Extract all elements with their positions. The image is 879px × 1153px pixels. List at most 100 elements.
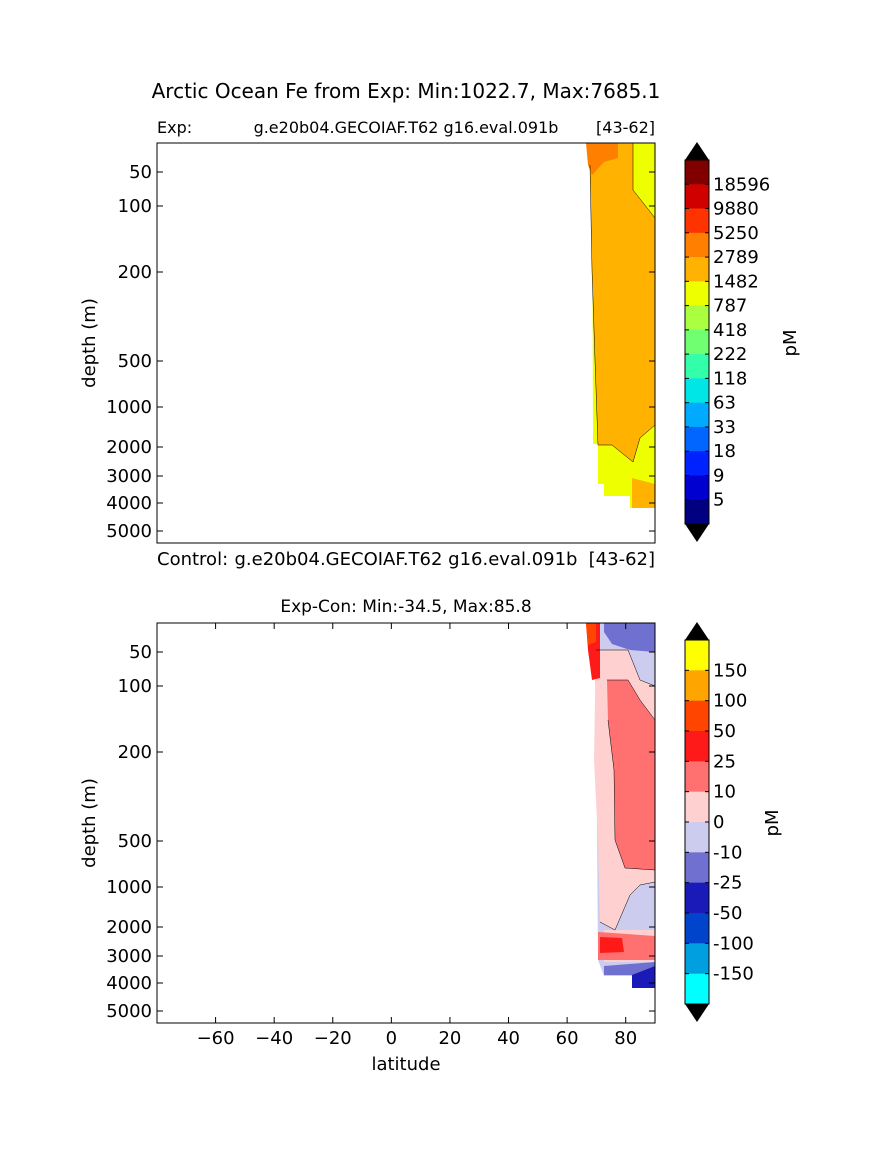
colorbar-tick-label: -100 bbox=[713, 933, 754, 954]
colorbar-swatch bbox=[685, 378, 709, 404]
colorbar-tick-label: 9880 bbox=[713, 199, 759, 220]
y-tick-label: 500 bbox=[118, 831, 152, 852]
colorbar-tick-label: 63 bbox=[713, 393, 736, 414]
colorbar-swatch bbox=[685, 499, 709, 525]
bottom-plot-frame bbox=[156, 622, 656, 1024]
colorbar-swatch bbox=[685, 822, 709, 853]
colorbar-frame bbox=[684, 159, 710, 525]
x-tick-label: −40 bbox=[255, 1028, 293, 1049]
colorbar-swatch bbox=[685, 761, 709, 793]
top-title-center: g.e20b04.GECOIAF.T62 g16.eval.091b bbox=[254, 118, 559, 137]
top-field-orange-deep bbox=[632, 478, 655, 508]
colorbar-tick-label: 222 bbox=[713, 344, 747, 365]
y-tick-label: 2000 bbox=[106, 917, 152, 938]
top-plot-frame bbox=[156, 142, 656, 544]
colorbar-extend-top bbox=[685, 142, 709, 160]
y-tick-label: 2000 bbox=[106, 437, 152, 458]
y-tick-label: 1000 bbox=[106, 877, 152, 898]
colorbar-tick-label: -10 bbox=[713, 842, 742, 863]
y-tick-label: 200 bbox=[118, 742, 152, 763]
colorbar-tick-label: -50 bbox=[713, 903, 742, 924]
bottom-panel: Exp-Con: Min:-34.5, Max:85.8 50100200500… bbox=[79, 597, 783, 1075]
colorbar-swatch bbox=[685, 305, 709, 331]
colorbar-extend-bottom bbox=[685, 1004, 709, 1022]
y-tick-label: 500 bbox=[118, 351, 152, 372]
x-tick-label: 40 bbox=[497, 1028, 520, 1049]
bottom-x-axis: −60 −40 −20 0 20 40 60 80 bbox=[197, 623, 637, 1049]
bottom-title: Exp-Con: Min:-34.5, Max:85.8 bbox=[280, 597, 531, 617]
bottom-plot-field bbox=[586, 623, 656, 988]
y-tick-label: 5000 bbox=[106, 1001, 152, 1022]
colorbar-swatch bbox=[685, 184, 709, 210]
colorbar-tick-label: 118 bbox=[713, 368, 747, 389]
top-title-left: Exp: bbox=[157, 118, 192, 137]
y-tick-label: 100 bbox=[118, 196, 152, 217]
top-plot-field bbox=[586, 143, 656, 508]
colorbar-tick-label: 33 bbox=[713, 417, 736, 438]
colorbar-tick-label: 5 bbox=[713, 490, 724, 511]
bottom-y-axis: 50 100 200 500 1000 2000 3000 4000 5000 bbox=[106, 642, 655, 1022]
colorbar-tick-label: -150 bbox=[713, 964, 754, 985]
colorbar-tick-label: 18 bbox=[713, 441, 736, 462]
top-title-right: [43-62] bbox=[596, 118, 655, 137]
colorbar-swatch bbox=[685, 354, 709, 379]
bottom-field-salmon bbox=[607, 680, 655, 870]
colorbar-swatch bbox=[685, 281, 709, 307]
bottom-field-orange-top bbox=[586, 623, 596, 645]
top-panel: Exp: g.e20b04.GECOIAF.T62 g16.eval.091b … bbox=[79, 118, 801, 570]
y-tick-label: 3000 bbox=[106, 466, 152, 487]
colorbar-swatch bbox=[685, 329, 709, 355]
colorbar-swatch bbox=[685, 257, 709, 282]
colorbar-tick-label: 18596 bbox=[713, 174, 770, 195]
x-tick-label: −60 bbox=[197, 1028, 235, 1049]
colorbar-swatch bbox=[685, 232, 709, 258]
bottom-ylabel: depth (m) bbox=[79, 778, 100, 868]
x-tick-label: 80 bbox=[614, 1028, 637, 1049]
x-tick-label: −20 bbox=[314, 1028, 352, 1049]
colorbar-tick-label: 1482 bbox=[713, 271, 759, 292]
top-bottom-left: Control: bbox=[157, 549, 228, 570]
top-field-dark-orange bbox=[586, 143, 618, 175]
colorbar-tick-label: 0 bbox=[713, 812, 724, 833]
top-bottom-center: g.e20b04.GECOIAF.T62 g16.eval.091b bbox=[235, 549, 578, 570]
colorbar-swatch bbox=[685, 402, 709, 428]
colorbar-tick-label: 100 bbox=[713, 691, 747, 712]
colorbar-tick-label: 418 bbox=[713, 320, 747, 341]
y-tick-label: 50 bbox=[129, 162, 152, 183]
x-tick-label: 60 bbox=[556, 1028, 579, 1049]
top-y-axis: 50 100 200 500 1000 2000 3000 4000 5000 bbox=[106, 162, 655, 542]
top-bottom-right: [43-62] bbox=[589, 549, 655, 570]
y-tick-label: 4000 bbox=[106, 493, 152, 514]
y-tick-label: 200 bbox=[118, 262, 152, 283]
top-colorbar: 18596 9880 5250 2789 1482 787 418 222 118 63 33 18 9… bbox=[684, 142, 770, 542]
colorbar-swatch bbox=[685, 475, 709, 501]
bottom-field-purple-top bbox=[604, 623, 655, 652]
bottom-xlabel: latitude bbox=[371, 1054, 440, 1075]
colorbar-extend-bottom bbox=[685, 524, 709, 542]
colorbar-extend-top bbox=[685, 622, 709, 640]
colorbar-swatch bbox=[685, 913, 709, 944]
colorbar-swatch bbox=[685, 943, 709, 975]
figure-suptitle: Arctic Ocean Fe from Exp: Min:1022.7, Ma… bbox=[152, 79, 661, 103]
colorbar-swatch bbox=[685, 731, 709, 762]
colorbar-swatch bbox=[685, 426, 709, 452]
x-tick-label: 0 bbox=[386, 1028, 397, 1049]
colorbar-swatch bbox=[685, 882, 709, 914]
y-tick-label: 5000 bbox=[106, 521, 152, 542]
colorbar-tick-label: 787 bbox=[713, 296, 747, 317]
y-tick-label: 50 bbox=[129, 642, 152, 663]
top-colorbar-label: pM bbox=[780, 330, 801, 357]
colorbar-swatch bbox=[685, 208, 709, 234]
colorbar-tick-label: -25 bbox=[713, 873, 742, 894]
colorbar-swatch bbox=[685, 160, 709, 185]
colorbar-swatch bbox=[685, 451, 709, 476]
colorbar-tick-label: 5250 bbox=[713, 223, 759, 244]
colorbar-swatch bbox=[685, 852, 709, 884]
x-tick-label: 20 bbox=[438, 1028, 461, 1049]
colorbar-swatch bbox=[685, 640, 709, 671]
bottom-field-red-blob bbox=[600, 937, 624, 953]
y-tick-label: 4000 bbox=[106, 973, 152, 994]
colorbar-tick-label: 150 bbox=[713, 660, 747, 681]
y-tick-label: 1000 bbox=[106, 397, 152, 418]
